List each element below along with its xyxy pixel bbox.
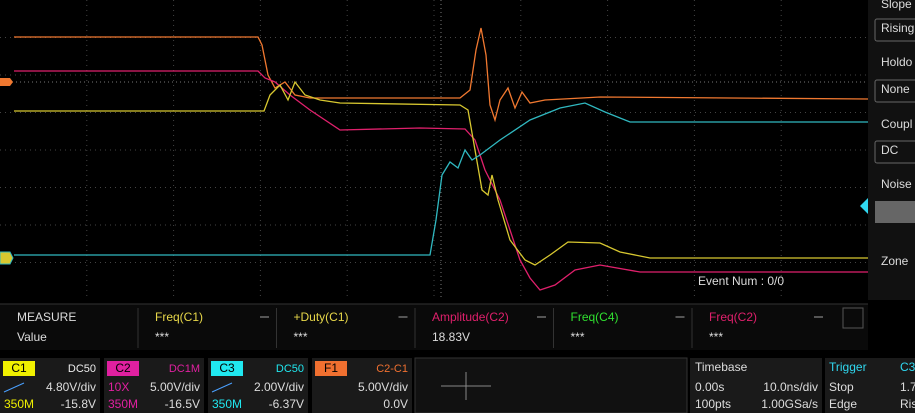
channel-probe: 10X: [108, 380, 129, 394]
wave-c3: [14, 102, 868, 256]
channel-name: C1: [11, 361, 27, 375]
channel-coupling: C2-C1: [376, 363, 408, 375]
channel-tag: [3, 361, 35, 376]
side-button[interactable]: [874, 140, 915, 164]
measure-title: MEASURE: [17, 310, 76, 324]
side-label: Slope: [881, 0, 912, 11]
channel-scale: 2.00V/div: [254, 380, 304, 394]
measure-value: ***: [294, 330, 308, 344]
channel-bw: 350M: [212, 397, 242, 411]
wave-f1: [14, 27, 869, 123]
channel-coupling: DC50: [68, 363, 96, 375]
measure-name: Amplitude(C2): [432, 310, 509, 324]
channel-bw: 350M: [4, 397, 34, 411]
trig-level: 1.7: [900, 380, 915, 394]
trig-slope: Ris: [900, 397, 915, 411]
side-label: Coupl: [881, 117, 912, 131]
side-label: Rising: [881, 21, 914, 35]
measure-value: ***: [571, 330, 585, 344]
channel-tag: [107, 361, 139, 376]
channel-name: F1: [324, 361, 338, 375]
side-label: Zone: [881, 254, 909, 268]
side-button[interactable]: [874, 79, 915, 103]
measure-name: +Duty(C1): [294, 310, 349, 324]
c3-marker: [0, 251, 14, 265]
measure-name: Freq(C2): [709, 310, 757, 324]
measure-value: ***: [709, 330, 723, 344]
channel-coupling: DC1M: [169, 363, 200, 375]
channel-scale: 4.80V/div: [46, 380, 96, 394]
side-button[interactable]: [874, 18, 915, 42]
channel-bw: 350M: [108, 397, 138, 411]
channel-scale: 5.00V/div: [150, 380, 200, 394]
channel-offset: -16.5V: [165, 397, 200, 411]
measure-value: 18.83V: [432, 330, 470, 344]
channel-tag: [315, 361, 347, 376]
trig-marker: [0, 78, 13, 86]
side-label: Holdo: [881, 55, 913, 69]
event-num: Event Num : 0/0: [698, 274, 784, 288]
grid: [0, 0, 868, 300]
wave-c1: [14, 80, 868, 266]
channel-slope: [211, 382, 233, 393]
channel-slope: [3, 382, 25, 393]
side-label: None: [881, 82, 910, 96]
side-label: Noise: [881, 177, 912, 191]
trig-type: Edge: [829, 397, 857, 411]
measure-name: Freq(C1): [155, 310, 203, 324]
channel-name: C3: [219, 361, 235, 375]
measure-value: ***: [155, 330, 169, 344]
trig-state: Stop: [829, 380, 854, 394]
tb-rate: 1.00GSa/s: [761, 397, 818, 411]
channel-offset: 0.0V: [383, 397, 408, 411]
measure-bar: [0, 304, 868, 350]
waveforms: [14, 27, 869, 291]
tb-points: 100pts: [695, 397, 731, 411]
side-label: DC: [881, 143, 899, 157]
level-marker: [860, 198, 868, 214]
tb-delay: 0.00s: [695, 380, 724, 394]
tb-title: Timebase: [695, 360, 748, 374]
channel-scale: 5.00V/div: [358, 380, 408, 394]
measure-row: Value: [17, 330, 47, 344]
channel-offset: -6.37V: [269, 397, 304, 411]
trigger-box[interactable]: [825, 358, 915, 413]
close-btn[interactable]: [842, 307, 864, 329]
timebase-box[interactable]: [690, 358, 822, 413]
trig-title: Trigger: [829, 360, 867, 374]
trig-source: C3: [900, 360, 915, 374]
noise-slider[interactable]: [875, 201, 915, 223]
channel-offset: -15.8V: [61, 397, 96, 411]
measure-name: Freq(C4): [571, 310, 619, 324]
channel-name: C2: [115, 361, 131, 375]
tb-scale: 10.0ns/div: [763, 380, 818, 394]
channel-coupling: DC50: [276, 363, 304, 375]
channel-tag: [211, 361, 243, 376]
